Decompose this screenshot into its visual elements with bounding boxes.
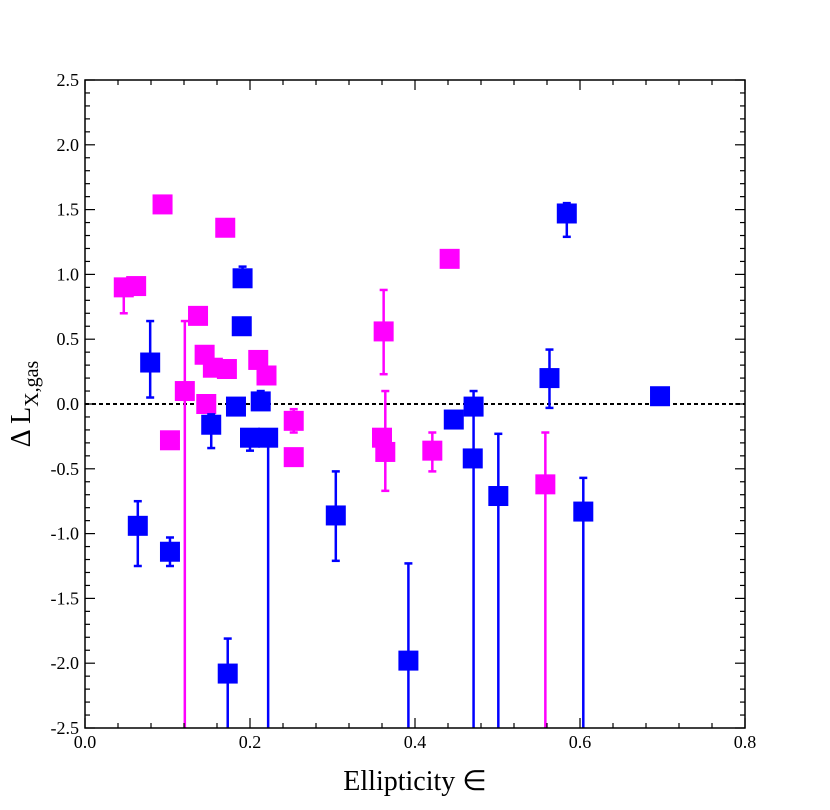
point-blue-5	[225, 396, 246, 417]
point-magenta-9	[215, 217, 236, 238]
point-magenta-7	[196, 394, 217, 414]
y-tick-label: 0.5	[57, 329, 80, 349]
y-axis-title-subscript: X,gas	[21, 360, 43, 406]
point-blue-19	[573, 501, 594, 522]
tick-labels-layer: 0.0 0.2 0.4 0.6 0.8 -2.5 -2.0 -1.5 -1.0 -0.5 0.0 0.…	[51, 70, 757, 752]
point-magenta-11	[248, 349, 269, 370]
point-blue-9	[250, 391, 271, 412]
y-tick-label: 0.0	[57, 394, 80, 414]
point-blue-20	[650, 386, 671, 407]
x-tick-label: 0.6	[569, 732, 592, 752]
y-tick-label: -0.5	[51, 459, 80, 479]
point-magenta-18	[422, 440, 443, 461]
point-blue-16	[488, 486, 509, 507]
point-blue-4	[217, 663, 238, 684]
point-blue-3	[201, 414, 222, 435]
point-magenta-17	[375, 441, 396, 462]
point-blue-6	[231, 316, 252, 337]
point-magenta-13	[283, 410, 304, 431]
x-axis-title: Ellipticity ∈	[343, 766, 486, 797]
y-tick-label: -1.5	[51, 588, 80, 608]
point-blue-13	[443, 409, 464, 430]
point-magenta-5	[188, 305, 209, 326]
point-magenta-16	[373, 321, 394, 342]
point-blue-18	[556, 203, 577, 224]
data-points-layer	[113, 194, 671, 728]
point-blue-7	[232, 268, 253, 289]
point-blue-15	[463, 396, 484, 417]
y-axis-title: Δ LX,gas	[6, 360, 43, 447]
point-blue-8	[240, 427, 260, 448]
y-axis-title-main: Δ L	[6, 407, 37, 448]
x-tick-label: 0.2	[239, 732, 262, 752]
point-magenta-2	[152, 194, 173, 215]
point-magenta-10	[216, 359, 237, 380]
tick-marks-layer	[84, 79, 746, 729]
point-blue-17	[539, 368, 560, 389]
y-tick-label: -1.0	[51, 524, 80, 544]
y-tick-label: 2.0	[57, 135, 80, 155]
series-magenta	[113, 194, 556, 728]
point-blue-11	[325, 505, 346, 526]
series-blue	[127, 201, 671, 728]
x-tick-label: 0.8	[734, 732, 757, 752]
point-blue-0	[127, 515, 148, 536]
y-tick-label: -2.0	[51, 653, 80, 673]
y-tick-label: 1.0	[57, 264, 80, 284]
y-tick-label: 1.5	[57, 200, 80, 220]
point-magenta-20	[535, 474, 556, 495]
point-magenta-14	[283, 447, 304, 468]
y-tick-label: -2.5	[51, 718, 80, 738]
point-blue-1	[140, 352, 161, 373]
y-tick-label: 2.5	[57, 70, 80, 90]
x-tick-label: 0.0	[74, 732, 97, 752]
point-blue-2	[159, 541, 180, 562]
point-magenta-3	[159, 430, 180, 451]
point-magenta-4	[174, 381, 195, 402]
point-blue-12	[398, 650, 419, 671]
point-blue-10	[258, 427, 279, 448]
point-magenta-12	[256, 365, 277, 386]
point-magenta-1	[126, 276, 147, 297]
point-magenta-19	[439, 248, 460, 269]
x-tick-label: 0.4	[404, 732, 427, 752]
